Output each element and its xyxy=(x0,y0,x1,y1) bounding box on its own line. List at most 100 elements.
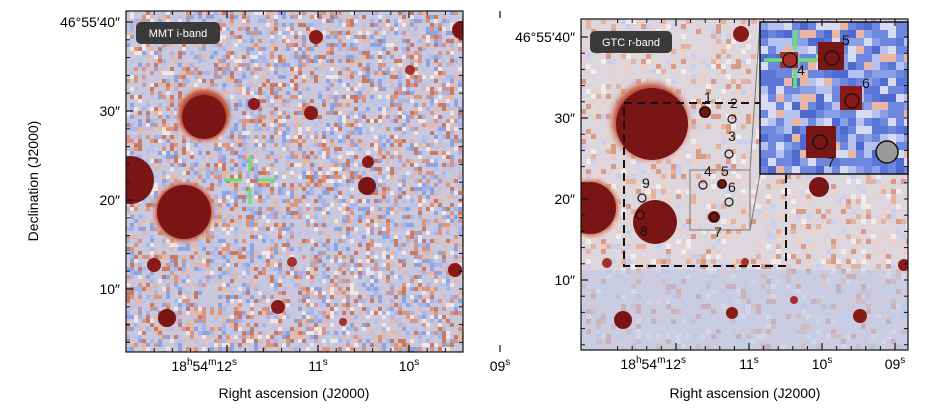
noise-pixel xyxy=(701,79,706,84)
noise-pixel xyxy=(230,75,234,79)
noise-pixel xyxy=(190,63,194,67)
noise-pixel xyxy=(342,183,346,187)
noise-pixel xyxy=(406,207,410,211)
noise-pixel xyxy=(126,23,130,27)
noise-pixel xyxy=(394,319,398,323)
noise-pixel xyxy=(218,251,222,255)
noise-pixel xyxy=(318,143,322,147)
noise-pixel xyxy=(378,63,382,67)
noise-pixel xyxy=(378,51,382,55)
noise-pixel xyxy=(278,171,282,175)
noise-pixel xyxy=(206,235,210,239)
noise-pixel xyxy=(398,151,402,155)
noise-pixel xyxy=(330,107,334,111)
noise-pixel xyxy=(222,239,226,243)
noise-pixel xyxy=(246,31,250,35)
noise-pixel xyxy=(374,343,378,347)
noise-pixel xyxy=(134,47,138,51)
y-tick-label: 46°55′40″ xyxy=(60,14,120,30)
noise-pixel xyxy=(438,127,442,131)
noise-pixel xyxy=(182,47,186,51)
noise-pixel xyxy=(310,239,314,243)
noise-pixel xyxy=(262,223,266,227)
noise-pixel xyxy=(406,23,410,27)
noise-pixel xyxy=(126,151,130,155)
noise-pixel xyxy=(182,327,186,331)
noise-pixel xyxy=(234,35,238,39)
noise-pixel xyxy=(378,23,382,27)
noise-pixel xyxy=(158,331,162,335)
noise-pixel xyxy=(278,231,282,235)
noise-pixel xyxy=(430,75,434,79)
noise-pixel xyxy=(418,339,422,343)
noise-pixel xyxy=(202,315,206,319)
noise-pixel xyxy=(314,255,318,259)
noise-pixel xyxy=(138,331,142,335)
noise-pixel xyxy=(390,95,394,99)
noise-pixel xyxy=(330,31,334,35)
noise-pixel xyxy=(378,119,382,123)
noise-pixel xyxy=(158,103,162,107)
noise-pixel xyxy=(262,239,266,243)
noise-pixel xyxy=(442,335,446,339)
noise-pixel xyxy=(262,271,266,275)
noise-pixel xyxy=(198,147,202,151)
noise-pixel xyxy=(222,223,226,227)
noise-pixel xyxy=(756,144,761,149)
noise-pixel xyxy=(434,263,438,267)
noise-pixel xyxy=(226,295,230,299)
noise-pixel xyxy=(286,191,290,195)
noise-pixel xyxy=(238,159,242,163)
noise-pixel xyxy=(426,43,430,47)
noise-pixel xyxy=(150,127,154,131)
noise-pixel xyxy=(238,39,242,43)
noise-pixel xyxy=(394,203,398,207)
noise-pixel xyxy=(366,323,370,327)
noise-pixel xyxy=(338,227,342,231)
noise-pixel xyxy=(338,139,342,143)
noise-pixel xyxy=(310,99,314,103)
noise-pixel xyxy=(294,163,298,167)
noise-pixel xyxy=(254,63,258,67)
noise-pixel xyxy=(250,331,254,335)
noise-pixel xyxy=(736,84,741,89)
noise-pixel xyxy=(621,54,626,59)
left-ylabel: Declination (J2000) xyxy=(25,121,41,242)
noise-pixel xyxy=(282,111,286,115)
noise-pixel xyxy=(238,335,242,339)
noise-pixel xyxy=(736,79,741,84)
noise-pixel xyxy=(246,291,250,295)
noise-pixel xyxy=(350,11,354,15)
noise-pixel xyxy=(186,283,190,287)
noise-pixel xyxy=(450,207,454,211)
noise-pixel xyxy=(390,227,394,231)
noise-pixel xyxy=(611,154,616,159)
noise-pixel xyxy=(318,59,322,63)
noise-pixel xyxy=(438,175,442,179)
noise-pixel xyxy=(314,271,318,275)
noise-pixel xyxy=(202,319,206,323)
noise-pixel xyxy=(418,39,422,43)
noise-pixel xyxy=(314,139,318,143)
noise-pixel xyxy=(302,171,306,175)
noise-pixel xyxy=(406,311,410,315)
noise-pixel xyxy=(318,15,322,19)
noise-pixel xyxy=(202,55,206,59)
noise-pixel xyxy=(414,203,418,207)
noise-pixel xyxy=(126,215,130,219)
noise-pixel xyxy=(891,189,896,194)
noise-pixel xyxy=(334,43,338,47)
noise-pixel xyxy=(394,135,398,139)
noise-pixel xyxy=(390,339,394,343)
noise-pixel xyxy=(134,323,138,327)
noise-pixel xyxy=(194,11,198,15)
noise-pixel xyxy=(326,187,330,191)
noise-pixel xyxy=(166,91,170,95)
noise-pixel xyxy=(382,183,386,187)
noise-pixel xyxy=(446,51,450,55)
noise-pixel xyxy=(274,119,278,123)
noise-pixel xyxy=(318,279,322,283)
noise-pixel xyxy=(286,123,290,127)
noise-pixel xyxy=(374,31,378,35)
noise-pixel xyxy=(406,295,410,299)
